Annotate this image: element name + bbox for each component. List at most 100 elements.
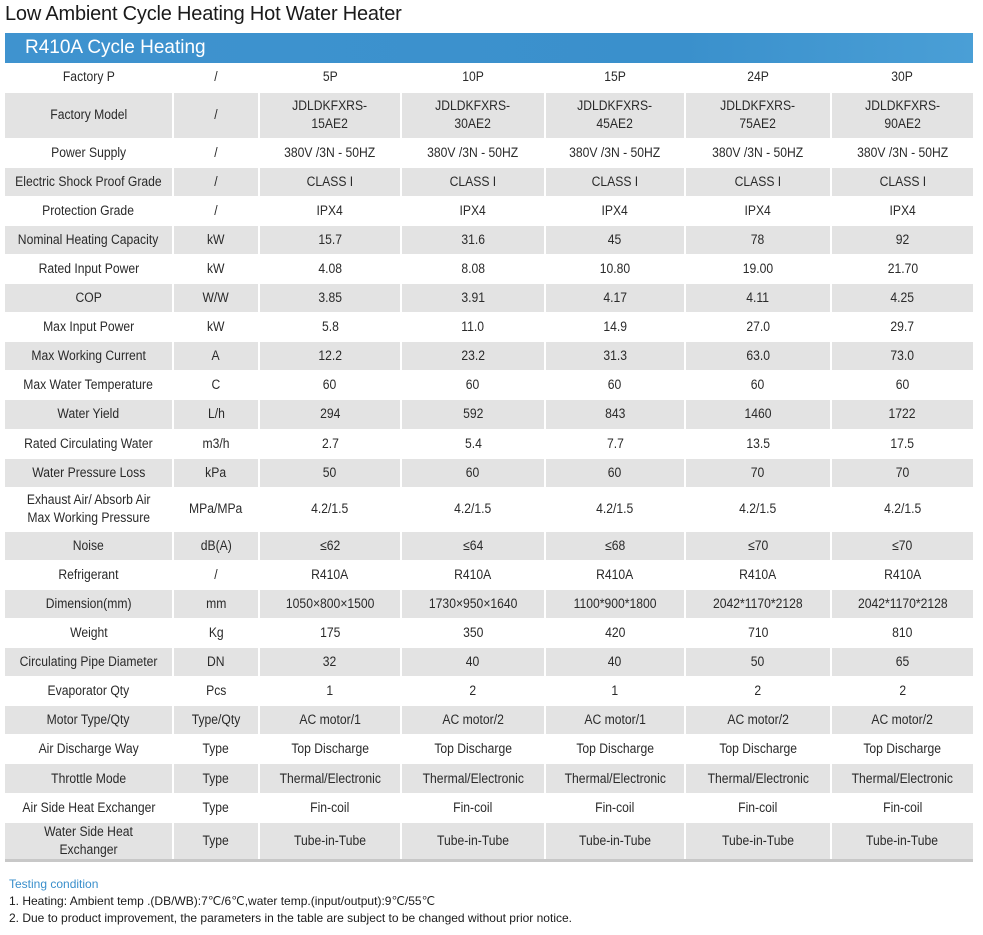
row-label: Motor Type/Qty [5, 705, 174, 736]
row-value: 27.0 [685, 312, 832, 343]
row-unit: / [173, 167, 260, 197]
row-value-text: Top Discharge [434, 741, 512, 757]
row-value-text: 73.0 [890, 348, 915, 364]
row-value-text: ≤70 [892, 537, 913, 553]
row-value: 4.2/1.5 [545, 487, 686, 532]
row-value-text: IPX4 [744, 202, 772, 218]
row-value: CLASS I [831, 167, 973, 197]
row-unit-text: DN [207, 654, 225, 670]
row-label-text: Motor Type/Qty [47, 712, 130, 728]
row-value-text: 15P [604, 69, 626, 85]
row-unit: mm [173, 589, 260, 620]
row-value: CLASS I [545, 167, 686, 197]
row-value-text: 78 [751, 231, 765, 247]
table-row: Water Pressure Loss kPa 50 60 60 70 70 [5, 458, 973, 488]
table-row: Exhaust Air/ Absorb Air Max Working Press… [5, 487, 973, 532]
table-row: Factory P / 5P 10P 15P 24P 30P [5, 63, 973, 93]
row-value-text: 31.3 [603, 348, 627, 364]
row-unit-text: dB(A) [200, 537, 232, 553]
row-label-text: Factory P [62, 69, 115, 85]
row-unit: MPa/MPa [173, 487, 260, 532]
row-value: CLASS I [401, 167, 546, 197]
row-unit: Type/Qty [173, 705, 260, 736]
row-value-text: Thermal/Electronic [707, 770, 809, 786]
row-value-text: 50 [323, 464, 337, 480]
row-unit: m3/h [173, 429, 260, 459]
row-value-text: 380V /3N - 50HZ [569, 144, 661, 160]
row-value-text: 29.7 [890, 319, 915, 335]
row-value-text: 7.7 [606, 435, 624, 451]
row-value-text: Top Discharge [719, 741, 797, 757]
row-value: JDLDKFXRS- 30AE2 [401, 92, 546, 139]
row-value: Thermal/Electronic [831, 763, 973, 794]
row-label-text: Water Side Heat Exchanger [44, 823, 133, 857]
row-value: 4.17 [545, 283, 686, 314]
row-value-text: 710 [747, 625, 769, 641]
table-row: Electric Shock Proof Grade / CLASS I CLASS … [5, 167, 973, 197]
row-value-text: 4.08 [318, 261, 342, 277]
row-value-text: Fin-coil [595, 799, 635, 815]
row-value: 4.25 [831, 283, 973, 314]
row-unit: / [173, 560, 260, 590]
row-value-text: 1460 [744, 406, 772, 422]
row-value: 1 [259, 676, 402, 707]
row-value-text: 19.00 [742, 261, 774, 277]
row-value-text: 1 [611, 683, 619, 699]
row-value-text: ≤68 [604, 537, 626, 553]
row-value: 8.08 [401, 254, 546, 285]
row-value: 60 [401, 458, 546, 488]
row-value-text: CLASS I [449, 173, 497, 189]
row-value: JDLDKFXRS- 75AE2 [685, 92, 832, 139]
row-value: R410A [259, 560, 402, 590]
row-unit-text: C [211, 377, 221, 393]
row-value-text: 810 [892, 625, 913, 641]
row-value-text: 11.0 [461, 319, 485, 335]
page-title: Low Ambient Cycle Heating Hot Water Heat… [5, 3, 402, 25]
row-value: 4.08 [259, 254, 402, 285]
row-value-text: 23.2 [461, 348, 485, 364]
row-unit-text: Type [202, 741, 230, 757]
row-value: Top Discharge [685, 734, 832, 765]
row-value: 2042*1170*2128 [685, 589, 832, 620]
section-banner: R410A Cycle Heating [5, 33, 973, 63]
row-value: 2 [831, 676, 973, 707]
row-value-text: 32 [323, 654, 337, 670]
row-value: 40 [545, 647, 686, 678]
row-value: Tube-in-Tube [831, 822, 973, 862]
row-value-text: 380V /3N - 50HZ [856, 144, 949, 160]
row-value-text: 380V /3N - 50HZ [712, 144, 804, 160]
table-row: Circulating Pipe Diameter DN 32 40 40 50 65 [5, 647, 973, 678]
row-value: 63.0 [685, 341, 832, 372]
row-value-text: 24P [747, 69, 769, 85]
table-row: Max Water Temperature C 60 60 60 60 60 [5, 370, 973, 401]
row-value-text: 40 [608, 654, 622, 670]
row-value-text: IPX4 [316, 202, 344, 218]
row-value: Fin-coil [831, 793, 973, 823]
table-row: Noise dB(A) ≤62 ≤64 ≤68 ≤70 ≤70 [5, 531, 973, 561]
row-value-text: 10P [462, 69, 484, 85]
row-value-text: 60 [323, 377, 337, 393]
row-unit: / [173, 63, 260, 93]
row-unit: kW [173, 254, 260, 285]
row-value: IPX4 [401, 196, 546, 226]
row-value-text: 294 [319, 406, 341, 422]
row-value-text: JDLDKFXRS- 30AE2 [435, 98, 511, 132]
row-value: 31.6 [401, 225, 546, 255]
row-value-text: Fin-coil [453, 799, 493, 815]
row-label-text: Rated Circulating Water [24, 435, 153, 451]
row-label-text: Power Supply [51, 144, 126, 160]
row-unit-text: Kg [208, 625, 224, 641]
row-value-text: 4.17 [603, 290, 627, 306]
table-row: Dimension(mm) mm 1050×800×1500 1730×950×164… [5, 589, 973, 620]
row-label-text: Electric Shock Proof Grade [15, 173, 162, 189]
row-value-text: 4.11 [746, 290, 770, 306]
row-value: 380V /3N - 50HZ [545, 138, 686, 168]
table-row: COP W/W 3.85 3.91 4.17 4.11 4.25 [5, 283, 973, 314]
row-label-text: Water Pressure Loss [31, 464, 145, 480]
row-label-text: Max Working Current [31, 348, 146, 364]
row-value-text: Top Discharge [863, 741, 942, 757]
table-row: Motor Type/Qty Type/Qty AC motor/1 AC motor… [5, 705, 973, 736]
row-label: Nominal Heating Capacity [5, 225, 174, 255]
row-unit-text: Type [202, 770, 230, 786]
row-label: Power Supply [5, 138, 174, 168]
